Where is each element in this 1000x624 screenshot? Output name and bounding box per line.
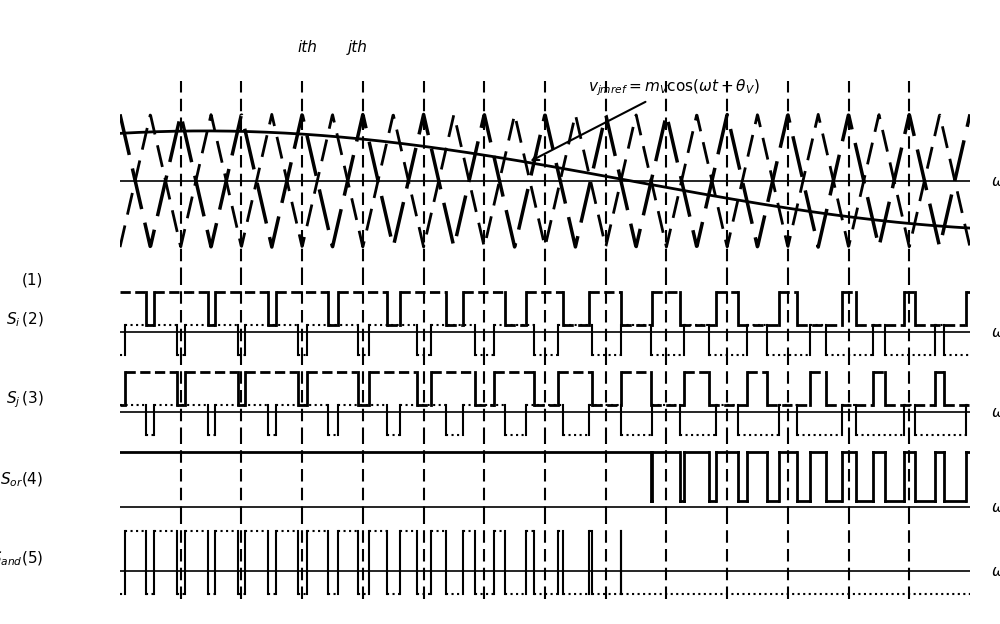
Text: $\omega t$: $\omega t$ (991, 563, 1000, 579)
Text: (1): (1) (22, 273, 44, 288)
Text: $S_{and}(5)$: $S_{and}(5)$ (0, 550, 44, 568)
Text: $S_{or}(4)$: $S_{or}(4)$ (0, 470, 44, 489)
Text: ith: ith (297, 40, 317, 56)
Text: $S_i\,(2)$: $S_i\,(2)$ (6, 311, 44, 329)
Text: $\omega t$: $\omega t$ (991, 499, 1000, 515)
Text: $S_j\,(3)$: $S_j\,(3)$ (6, 389, 44, 410)
Text: $\omega t$: $\omega t$ (991, 404, 1000, 419)
Text: $\omega t$: $\omega t$ (991, 324, 1000, 340)
Text: $\omega t$: $\omega t$ (991, 173, 1000, 188)
Text: jth: jth (348, 40, 368, 56)
Text: $v_{jmref}=m_V\cos(\omega t+\theta_V)$: $v_{jmref}=m_V\cos(\omega t+\theta_V)$ (533, 77, 759, 160)
